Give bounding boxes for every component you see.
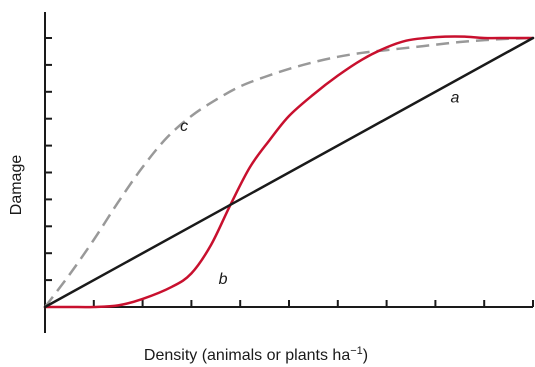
x-axis-title: Density (animals or plants ha−1) [144, 345, 368, 364]
series-line-c [44, 36, 534, 308]
y-axis [44, 12, 52, 333]
x-axis [44, 300, 534, 308]
x-axis-title-main: Density (animals or plants ha [144, 347, 350, 364]
x-axis-title-suffix: ) [363, 347, 368, 364]
curve-labels: c b a [180, 90, 459, 289]
y-axis-title: Damage [8, 155, 25, 216]
series-lines [43, 35, 535, 309]
series-label-b: b [219, 271, 228, 288]
series-label-c: c [180, 118, 188, 135]
x-axis-title-superscript: −1 [350, 345, 363, 357]
series-label-a: a [450, 90, 459, 107]
series-line-b [43, 35, 535, 309]
series-line-a [43, 36, 535, 309]
